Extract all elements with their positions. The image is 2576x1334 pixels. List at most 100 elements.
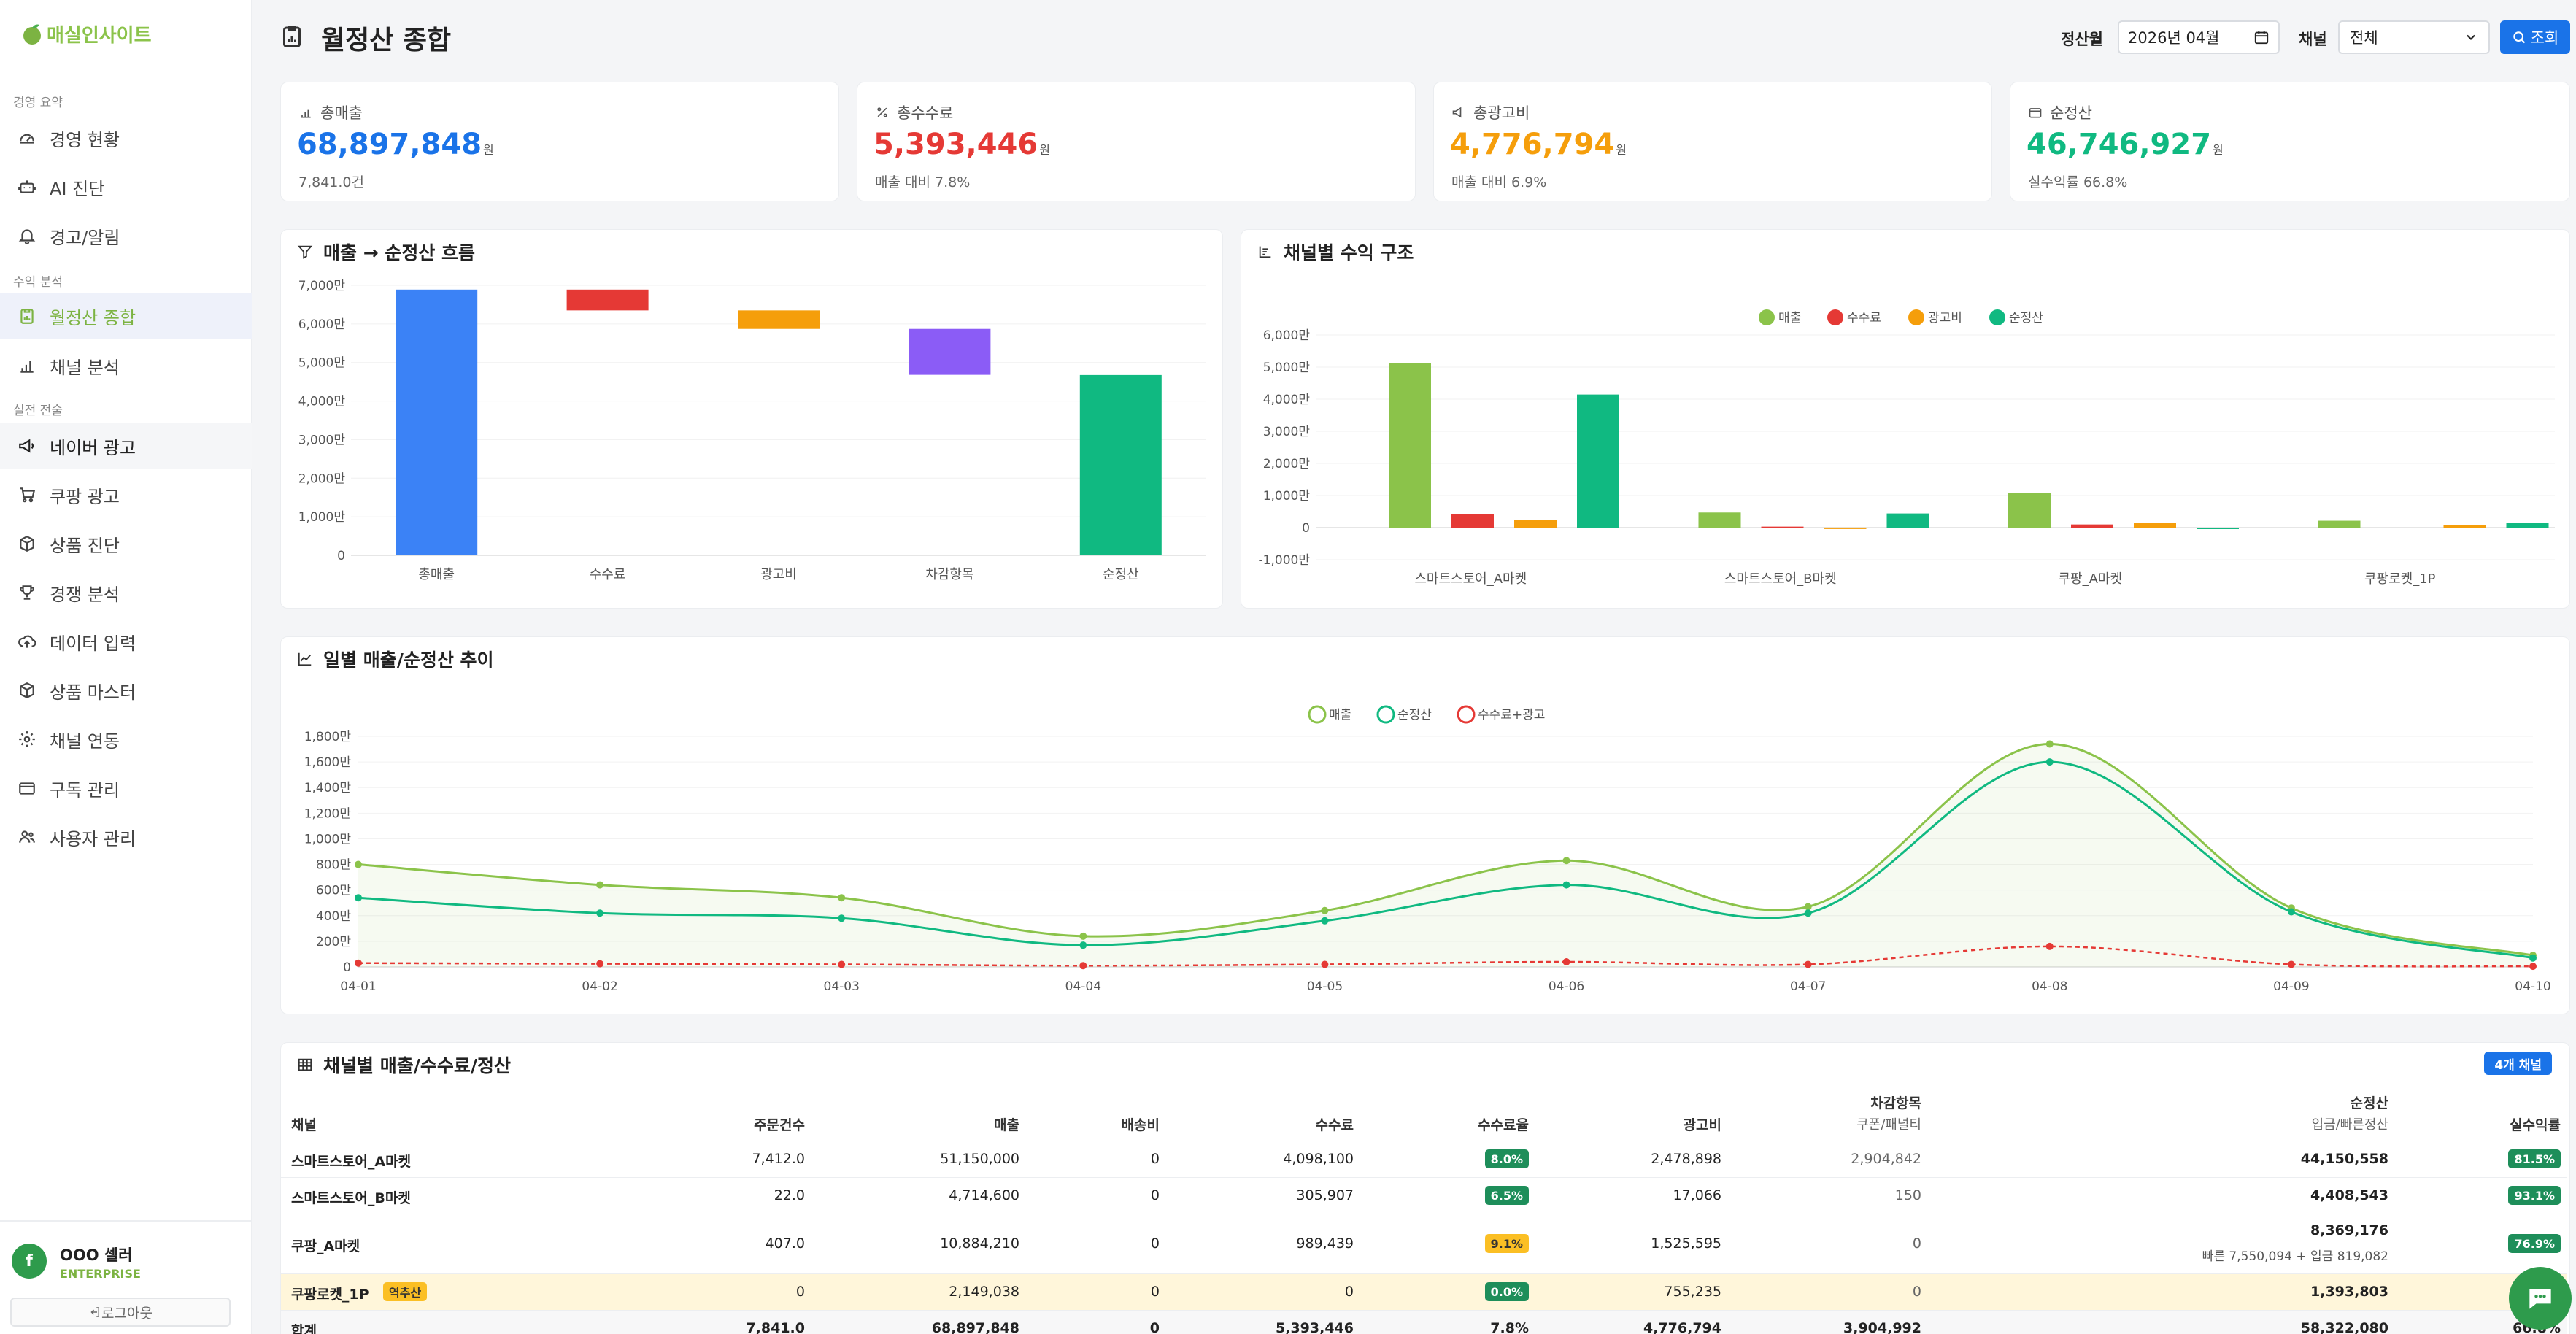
kpi-card-net: 순정산 46,746,927 원 실수익률 66.8% (2010, 82, 2570, 201)
nav-label: 데이터 입력 (50, 633, 136, 654)
calendar-icon[interactable] (2253, 29, 2270, 45)
data-point (1804, 903, 1812, 911)
legend-label: 광고비 (1928, 311, 1962, 325)
cell-shipping: 0 (1149, 1320, 1160, 1334)
table-row[interactable] (281, 1141, 2567, 1177)
apricot-logo-icon (23, 24, 41, 45)
cell-channel: 쿠팡_A마켓 (291, 1238, 360, 1254)
y-tick-label: 5,000만 (298, 356, 346, 371)
chat-button[interactable] (2509, 1267, 2572, 1330)
cell-net: 4,408,543 (2310, 1187, 2388, 1203)
percent-icon (877, 107, 887, 117)
month-label: 정산월 (2061, 31, 2103, 48)
cell-channel: 스마트스토어_B마켓 (291, 1190, 411, 1206)
kpi-unit: 원 (483, 143, 494, 157)
kpi-value: 68,897,848 (297, 128, 482, 161)
data-point (1562, 857, 1570, 865)
nav-alerts[interactable]: 경고/알림 (0, 213, 252, 258)
column-header: 순정산 (2350, 1095, 2388, 1111)
x-tick-label: 04-09 (2273, 979, 2309, 994)
column-header: 수수료 (1315, 1117, 1354, 1133)
nav-label: 구독 관리 (50, 779, 120, 801)
data-point (1804, 909, 1812, 917)
line-chart-icon (298, 652, 312, 666)
waterfall-bar (738, 310, 820, 329)
estimate-tag: 역추산 (383, 1282, 428, 1301)
data-point (1079, 932, 1087, 940)
month-picker[interactable]: 2026년 04월 (2118, 20, 2280, 54)
search-button[interactable]: 조회 (2500, 20, 2570, 54)
column-header: 배송비 (1121, 1117, 1160, 1133)
kpi-value: 5,393,446 (874, 128, 1038, 161)
bar (2443, 525, 2486, 528)
cell-fee: 5,393,446 (1276, 1320, 1354, 1334)
channel-select[interactable]: 전체 (2338, 20, 2490, 54)
page-title: 월정산 종합 (321, 26, 452, 55)
kpi-label: 순정산 (2050, 104, 2092, 122)
table-row[interactable] (281, 1177, 2567, 1214)
data-point (355, 959, 362, 967)
y-tick-label: 1,000만 (304, 832, 352, 847)
x-tick-label: 04-01 (340, 979, 376, 994)
logout-button[interactable]: 로그아웃 (10, 1298, 231, 1327)
section-label-profit: 수익 분석 (13, 275, 63, 290)
data-point (1321, 906, 1329, 914)
nav-coupang-ads[interactable]: 쿠팡 광고 (0, 472, 252, 517)
data-point (2529, 963, 2537, 971)
y-tick-label: 200만 (316, 935, 351, 949)
table-row[interactable] (281, 1273, 2567, 1310)
kpi-sub: 7,841.0건 (298, 174, 365, 190)
data-point (838, 960, 846, 968)
cell-channel: 쿠팡로켓_1P (291, 1287, 369, 1303)
legend-label: 순정산 (1397, 708, 1432, 722)
app-logo[interactable]: 매실인사이트 (22, 20, 152, 47)
nav-users[interactable]: 사용자 관리 (0, 814, 252, 860)
legend-marker (1759, 309, 1775, 325)
table-row[interactable] (281, 1214, 2567, 1273)
data-point (838, 894, 846, 902)
cell-shipping: 0 (1150, 1284, 1160, 1300)
nav-monthly-settlement[interactable]: 월정산 종합 (0, 293, 252, 339)
waterfall-bar (1079, 374, 1162, 555)
user-plan: ENTERPRISE (60, 1267, 141, 1281)
cell-net: 58,322,080 (2300, 1320, 2388, 1334)
data-point (2045, 758, 2054, 766)
cell-ad: 755,235 (1664, 1284, 1721, 1300)
nav-label: 경고/알림 (50, 227, 120, 248)
column-subheader: 쿠폰/패널티 (1856, 1117, 1921, 1133)
fee-rate-badge: 0.0% (1484, 1282, 1529, 1301)
y-tick-label: 6,000만 (1263, 328, 1311, 343)
cell-sales: 68,897,848 (931, 1320, 1019, 1334)
nav-label: 쿠팡 광고 (50, 486, 120, 507)
legend-marker (1457, 705, 1476, 724)
user-name: OOO 셀러 (60, 1246, 133, 1264)
nav-product-diagnosis[interactable]: 상품 진단 (0, 521, 252, 566)
y-tick-label: 800만 (316, 858, 351, 873)
data-point (1562, 881, 1570, 889)
nav-competition[interactable]: 경쟁 분석 (0, 570, 252, 615)
nav-data-input[interactable]: 데이터 입력 (0, 619, 252, 664)
kpi-label: 총매출 (320, 104, 363, 122)
y-tick-label: 3,000만 (298, 433, 346, 447)
nav-channel-link[interactable]: 채널 연동 (0, 717, 252, 762)
nav-channel-analysis[interactable]: 채널 분석 (0, 343, 252, 388)
table-total-row[interactable] (281, 1310, 2567, 1334)
nav-ai-diagnosis[interactable]: AI 진단 (0, 164, 252, 209)
section-label-tactics: 실전 전술 (13, 404, 63, 418)
nav-subscription[interactable]: 구독 관리 (0, 766, 252, 811)
kpi-label: 총수수료 (897, 104, 954, 122)
kpi-sub: 실수익률 66.8% (2028, 174, 2128, 190)
x-tick-label: 04-05 (1307, 979, 1343, 994)
nav-naver-ads[interactable]: 네이버 광고 (0, 423, 252, 469)
nav-label: 경영 현황 (50, 129, 120, 150)
clipboard-chart-icon (20, 309, 34, 324)
avatar[interactable]: f (12, 1244, 47, 1279)
daily-trend-card: 일별 매출/순정산 추이 매출 순정산 수수료+광고 0 200만 400만 600만 800… (280, 636, 2570, 1014)
nav-product-master[interactable]: 상품 마스터 (0, 668, 252, 713)
cell-fee: 989,439 (1296, 1235, 1354, 1252)
cell-ad: 17,066 (1673, 1187, 1721, 1203)
filter-icon (297, 245, 313, 259)
nav-dashboard[interactable]: 경영 현황 (0, 115, 252, 161)
y-tick-label: 6,000만 (298, 317, 346, 332)
legend-marker (1376, 705, 1395, 724)
